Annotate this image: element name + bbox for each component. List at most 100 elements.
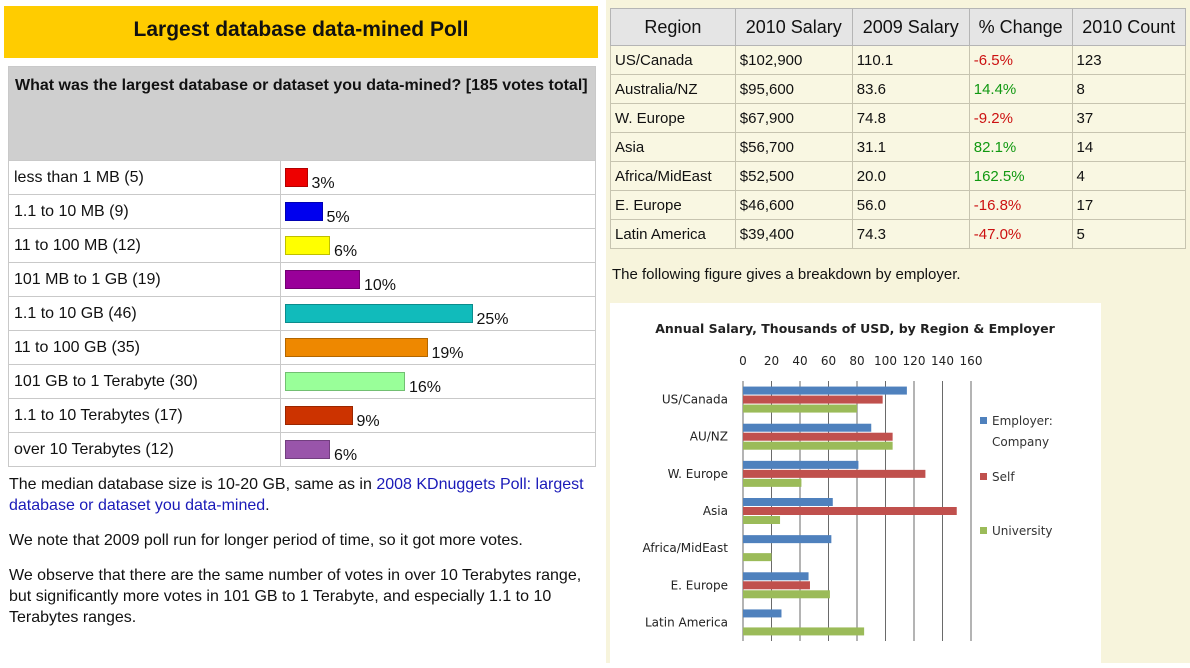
count-2010-cell: 4: [1071, 161, 1187, 191]
salary-2010-cell: $67,900: [734, 103, 853, 133]
poll-result-percent: 19%: [431, 345, 464, 362]
category-label: W. Europe: [668, 467, 728, 481]
bar-university: [743, 627, 865, 636]
region-cell: Africa/MidEast: [610, 161, 736, 191]
poll-result-percent: 5%: [326, 209, 350, 226]
chart-title: Annual Salary, Thousands of USD, by Regi…: [655, 321, 1055, 336]
bar-self: [743, 395, 883, 404]
count-2010-cell: 14: [1071, 132, 1187, 162]
x-tick-label: 40: [792, 354, 807, 368]
poll-result-bar: [285, 202, 323, 221]
median-text-end: .: [265, 497, 270, 514]
salary-2009-cell: 20.0: [851, 161, 970, 191]
bar-university: [743, 404, 857, 413]
legend-swatch: [980, 417, 987, 424]
region-cell: W. Europe: [610, 103, 736, 133]
poll-result-percent: 9%: [356, 413, 380, 430]
count-2010-cell: 5: [1071, 219, 1187, 249]
salary-2009-cell: 110.1: [851, 45, 970, 75]
bar-self: [743, 507, 957, 515]
poll-option-label: 1.1 to 10 GB (46): [8, 296, 281, 331]
poll-result-cell: 3%: [280, 160, 596, 195]
table-row: Africa/MidEast $52,500 20.0 162.5% 4: [610, 161, 1187, 191]
bar-employer-company: [743, 498, 833, 506]
poll-option-label: 11 to 100 MB (12): [8, 228, 281, 263]
poll-result-percent: 16%: [409, 379, 442, 396]
poll-result-cell: 6%: [280, 432, 596, 467]
poll-result-bar: [285, 168, 308, 187]
table-row: US/Canada $102,900 110.1 -6.5% 123: [610, 45, 1187, 75]
x-tick-label: 0: [739, 354, 747, 368]
poll-option-label: 101 MB to 1 GB (19): [8, 262, 281, 297]
region-cell: Australia/NZ: [610, 74, 736, 104]
poll-panel: Largest database data-mined Poll What wa…: [4, 6, 598, 626]
poll-result-percent: 6%: [334, 243, 358, 260]
region-cell: Latin America: [610, 219, 736, 249]
x-tick-label: 120: [903, 354, 926, 368]
percent-change-cell: 162.5%: [968, 161, 1073, 191]
poll-result-percent: 25%: [476, 311, 509, 328]
poll-result-cell: 9%: [280, 398, 596, 433]
salary-2009-cell: 74.3: [851, 219, 970, 249]
category-label: Africa/MidEast: [643, 541, 729, 555]
poll-option-label: 11 to 100 GB (35): [8, 330, 281, 365]
poll-result-bar: [285, 304, 473, 323]
salary-table-header: Region 2010 Salary 2009 Salary% Change 2010…: [610, 8, 1187, 46]
poll-row: 101 GB to 1 Terabyte (30) 16%: [8, 364, 596, 399]
bar-employer-company: [743, 572, 809, 581]
bar-university: [743, 516, 781, 524]
legend-swatch: [980, 527, 987, 534]
x-tick-label: 80: [849, 354, 864, 368]
legend-swatch: [980, 473, 987, 480]
poll-result-percent: 3%: [311, 175, 335, 192]
percent-change-cell: 14.4%: [968, 74, 1073, 104]
poll-row: less than 1 MB (5) 3%: [8, 160, 596, 195]
category-label: Asia: [703, 504, 728, 518]
bar-self: [743, 469, 926, 478]
salary-table: Region 2010 Salary 2009 Salary% Change 2010…: [610, 8, 1187, 249]
region-cell: US/Canada: [610, 45, 736, 75]
poll-question-row: What was the largest database or dataset…: [8, 66, 596, 161]
column-header: Region: [610, 8, 736, 46]
salary-chart: Annual Salary, Thousands of USD, by Regi…: [610, 303, 1101, 663]
salary-chart-svg: Annual Salary, Thousands of USD, by Regi…: [643, 321, 1056, 641]
poll-result-cell: 6%: [280, 228, 596, 263]
poll-row: 1.1 to 10 GB (46) 25%: [8, 296, 596, 331]
poll-option-label: 1.1 to 10 MB (9): [8, 194, 281, 229]
poll-result-bar: [285, 236, 330, 255]
table-row: W. Europe $67,900 74.8 -9.2% 37: [610, 103, 1187, 133]
salary-2009-cell: 56.0: [851, 190, 970, 220]
bar-employer-company: [743, 609, 782, 618]
poll-row: over 10 Terabytes (12) 6%: [8, 432, 596, 467]
salary-2010-cell: $56,700: [734, 132, 853, 162]
salary-2010-cell: $102,900: [734, 45, 853, 75]
region-cell: Asia: [610, 132, 736, 162]
poll-result-bar: [285, 372, 405, 391]
poll-result-bar: [285, 440, 330, 459]
count-2010-cell: 17: [1071, 190, 1187, 220]
poll-option-label: over 10 Terabytes (12): [8, 432, 281, 467]
category-label: US/Canada: [662, 393, 728, 407]
bar-self: [743, 432, 893, 441]
poll-result-cell: 25%: [280, 296, 596, 331]
poll-row: 11 to 100 GB (35) 19%: [8, 330, 596, 365]
salary-2009-cell: 74.8: [851, 103, 970, 133]
median-text: The median database size is 10-20 GB, sa…: [9, 476, 377, 493]
column-header: 2010 Count: [1071, 8, 1187, 46]
poll-result-percent: 6%: [334, 447, 358, 464]
poll-row: 1.1 to 10 MB (9) 5%: [8, 194, 596, 229]
bar-university: [743, 478, 802, 487]
bar-employer-company: [743, 535, 832, 544]
poll-option-label: 101 GB to 1 Terabyte (30): [8, 364, 281, 399]
bar-employer-company: [743, 423, 872, 432]
x-tick-label: 140: [931, 354, 954, 368]
column-header: % Change: [968, 8, 1073, 46]
poll-2008-link[interactable]: 2008 KDnuggets Poll: largest database or…: [9, 476, 584, 514]
poll-question: What was the largest database or dataset…: [8, 66, 596, 161]
legend-label: Employer: Company: [992, 414, 1053, 449]
x-tick-label: 20: [764, 354, 779, 368]
category-label: Latin America: [645, 615, 728, 629]
table-row: Australia/NZ $95,600 83.6 14.4% 8: [610, 74, 1187, 104]
category-label: E. Europe: [671, 578, 728, 592]
poll-option-label: 1.1 to 10 Terabytes (17): [8, 398, 281, 433]
